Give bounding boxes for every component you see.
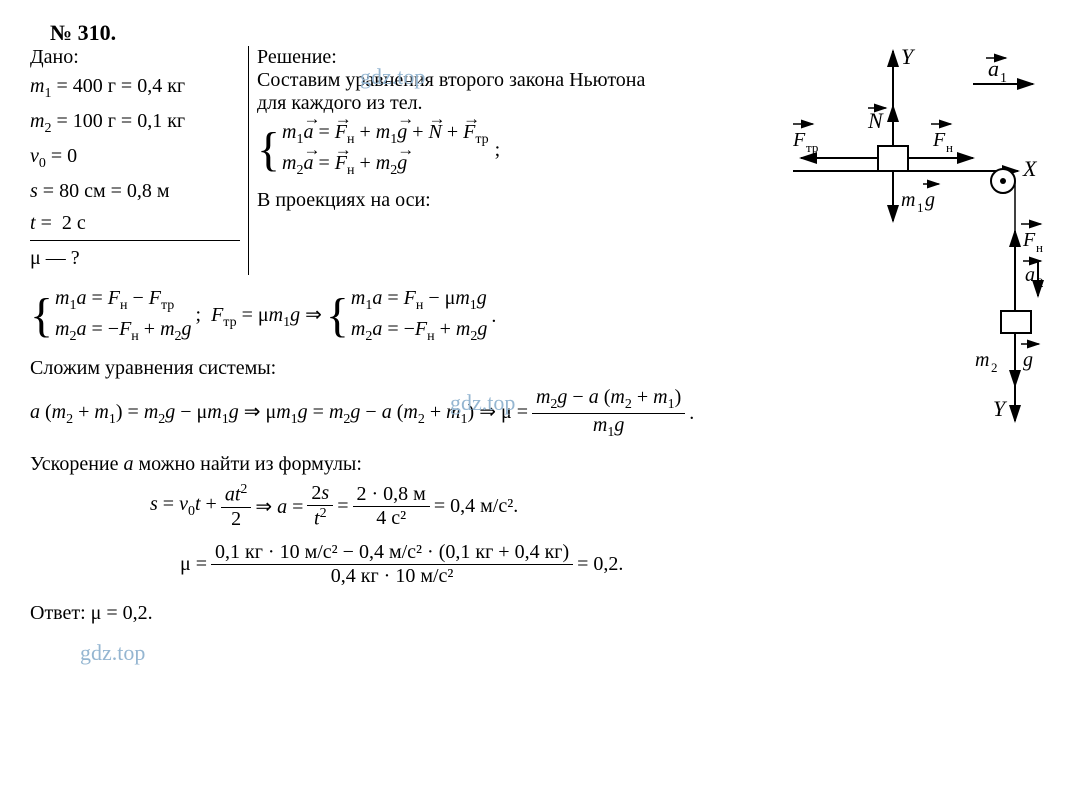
system3: { m1a = Fн − μm1g m2a = −Fн + m2g bbox=[326, 285, 488, 347]
mu-calc-row: μ = 0,1 кг · 10 м/с² − 0,4 м/с² · (0,1 к… bbox=[30, 541, 1053, 588]
frac-at2: at2 2 bbox=[221, 482, 252, 531]
svg-text:1: 1 bbox=[1000, 71, 1007, 86]
given-m1: m1 = 400 г = 0,4 кг bbox=[30, 71, 240, 104]
svg-text:g: g bbox=[925, 189, 935, 211]
accel-result: = 0,4 м/с². bbox=[434, 495, 518, 518]
sys3-eq2: m2a = −Fн + m2g bbox=[351, 318, 487, 345]
given-m2: m2 = 100 г = 0,1 кг bbox=[30, 106, 240, 139]
label-Fn: F bbox=[932, 129, 946, 151]
label-a1: a bbox=[988, 56, 999, 81]
svg-text:н: н bbox=[1036, 240, 1043, 255]
accel-label: Ускорение a можно найти из формулы: bbox=[30, 453, 1053, 476]
friction-relation: ; Fтр = μm1g ⇒ bbox=[196, 302, 322, 331]
sys2-eq2: m2a = −Fн + m2g bbox=[55, 318, 191, 345]
given-s: s = 80 см = 0,8 м bbox=[30, 176, 240, 206]
mu-lhs: μ = bbox=[180, 553, 207, 576]
watermark-3: gdz.top bbox=[80, 640, 145, 666]
mu-fraction: m2g − a (m2 + m1) m1g bbox=[532, 386, 685, 441]
brace-icon: { bbox=[30, 297, 53, 335]
given-unknown: μ — ? bbox=[30, 243, 240, 273]
newton-eq2: m2a = Fн + m2g bbox=[282, 152, 489, 179]
svg-text:тр: тр bbox=[806, 140, 818, 155]
mu-result: = 0,2. bbox=[577, 553, 623, 576]
label-m2g: m bbox=[975, 349, 989, 371]
label-Fn2: F bbox=[1022, 229, 1036, 251]
mu-frac: 0,1 кг · 10 м/с² − 0,4 м/с² · (0,1 кг + … bbox=[211, 541, 573, 588]
label-X: X bbox=[1022, 156, 1038, 181]
svg-text:н: н bbox=[946, 140, 953, 155]
given-column: Дано: m1 = 400 г = 0,4 кг m2 = 100 г = 0… bbox=[30, 46, 249, 275]
answer: Ответ: μ = 0,2. bbox=[30, 602, 1053, 625]
label-Y-bot: Y bbox=[993, 396, 1008, 421]
given-t: t = 2 с bbox=[30, 208, 240, 241]
sys3-eq1: m1a = Fн − μm1g bbox=[351, 287, 487, 314]
svg-text:g: g bbox=[1023, 349, 1033, 371]
watermark-1: gdz.top bbox=[360, 64, 425, 90]
system2: { m1a = Fн − Fтр m2a = −Fн + m2g bbox=[30, 285, 192, 347]
frac-2s: 2s t2 bbox=[307, 482, 333, 531]
semicolon: ; bbox=[495, 139, 501, 162]
label-Y-top: Y bbox=[901, 46, 916, 69]
period: . bbox=[491, 305, 496, 328]
sys2-eq1: m1a = Fн − Fтр bbox=[55, 287, 191, 314]
period: . bbox=[689, 402, 694, 425]
label-Ftr: F bbox=[793, 129, 806, 151]
label-m1g: m bbox=[901, 189, 915, 211]
watermark-2: gdz.top bbox=[450, 390, 515, 416]
given-v0: v0 = 0 bbox=[30, 141, 240, 174]
brace-icon: { bbox=[257, 131, 280, 169]
svg-text:2: 2 bbox=[991, 360, 998, 375]
accel-pre: s = v0t + bbox=[150, 493, 217, 520]
svg-text:2: 2 bbox=[1037, 275, 1044, 290]
brace-icon: { bbox=[326, 297, 349, 335]
frac-numeric: 2 · 0,8 м 4 с² bbox=[353, 483, 430, 530]
arrow: ⇒ a = bbox=[255, 494, 303, 519]
label-N: N bbox=[867, 108, 884, 133]
eq: = bbox=[337, 495, 348, 518]
accel-row: s = v0t + at2 2 ⇒ a = 2s t2 = 2 · 0,8 м … bbox=[30, 482, 1053, 531]
problem-number: № 310. bbox=[30, 20, 1053, 46]
given-title: Дано: bbox=[30, 46, 240, 69]
svg-text:1: 1 bbox=[917, 200, 924, 215]
solution-intro: Составим уравнения второго закона Ньютон… bbox=[257, 69, 677, 115]
label-a2: a bbox=[1025, 264, 1035, 286]
force-diagram: Y a 1 X N F тр F н m bbox=[793, 46, 1053, 426]
